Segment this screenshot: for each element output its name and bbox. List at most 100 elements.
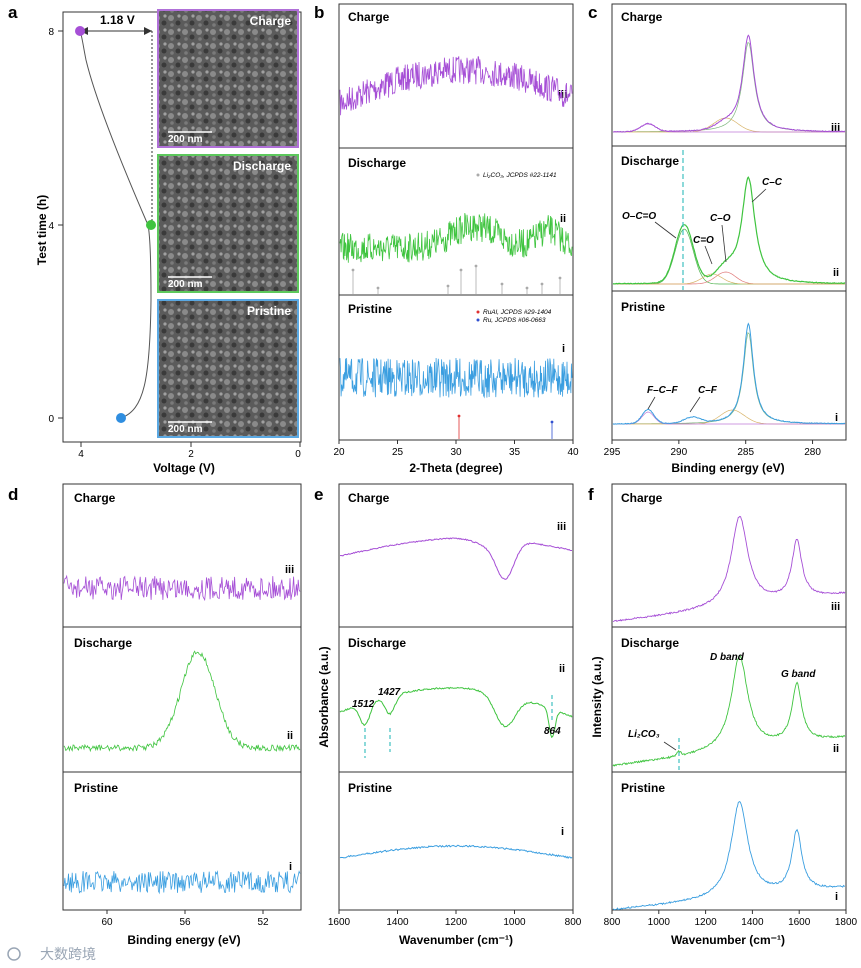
- fit-component-1: [613, 117, 845, 133]
- panel-e-discharge-title: Discharge: [348, 636, 406, 650]
- panel-f-tick-label-3: 1400: [741, 917, 764, 928]
- panel-b-tick-label-0: 20: [333, 447, 345, 458]
- fit-component-8: [613, 411, 845, 425]
- panel-b-roman-iii: iii: [558, 89, 567, 101]
- panel-a-label: a: [8, 3, 18, 22]
- ann-li2co3-arrow: [663, 741, 677, 751]
- ftir-discharge-series: [339, 686, 573, 739]
- xrd-discharge-series: [339, 213, 573, 263]
- ref-stick-marker-10: [550, 420, 554, 424]
- legend-li2co3: Li₂CO₃, JCPDS #22-1141: [483, 172, 557, 179]
- ref-stick-marker-0: [351, 268, 355, 272]
- panel-f-tick-label-0: 800: [604, 917, 621, 928]
- xps-li1s-discharge-series: [63, 650, 301, 753]
- ftir-pristine-series: [339, 844, 573, 859]
- ann-c-o: C–O: [710, 213, 731, 224]
- panel-c-discharge-title: Discharge: [621, 154, 679, 168]
- panel-d-roman-iii: iii: [285, 564, 294, 576]
- panel-f-ylabel: Intensity (a.u.): [590, 656, 604, 737]
- panel-e-tick-label-4: 800: [565, 917, 582, 928]
- panel-f-roman-ii: ii: [833, 743, 839, 755]
- panel-d-tick-label-2: 52: [257, 917, 269, 928]
- ref-stick-marker-4: [474, 264, 478, 268]
- gap-arrow-right: [144, 27, 152, 35]
- panel-c: c Charge Discharge Pristine iii ii i O–C…: [588, 3, 847, 475]
- legend-ru: Ru, JCPDS #06-0663: [483, 317, 546, 324]
- ref-stick-marker-3: [459, 268, 463, 272]
- fit-component-5: [613, 273, 845, 285]
- panel-c-tick-label-3: 280: [804, 447, 821, 458]
- ref-stick-marker-5: [500, 282, 504, 286]
- panel-e-ylabel: Absorbance (a.u.): [317, 646, 331, 747]
- xps-c1s-fit-components: [613, 41, 845, 425]
- pristine-point: [116, 413, 126, 423]
- ftir-charge-series: [339, 537, 572, 580]
- panel-f-tick-label-1: 1000: [648, 917, 671, 928]
- sem-pristine-label: Pristine: [247, 304, 291, 318]
- raman-discharge-series: [612, 654, 846, 767]
- fit-component-6: [613, 331, 845, 425]
- panel-d-xticks: 60 56 52: [101, 910, 269, 928]
- panel-b-discharge-title: Discharge: [348, 156, 406, 170]
- sem-pristine-scale: 200 nm: [168, 424, 203, 435]
- panel-b-tick-label-2: 30: [450, 447, 462, 458]
- panel-b-roman-ii: ii: [560, 213, 566, 225]
- ytick-label-4: 4: [48, 221, 54, 232]
- sem-charge-scale: 200 nm: [168, 134, 203, 145]
- panel-c-xticks: 295 290 285 280: [604, 440, 821, 458]
- ann-g-band: G band: [781, 669, 816, 680]
- panel-c-charge-title: Charge: [621, 10, 663, 24]
- xtick-label-0: 0: [295, 449, 301, 460]
- ann-f-c-f: F–C–F: [647, 385, 678, 396]
- panel-a-xlabel: Voltage (V): [153, 461, 215, 475]
- xps-c1s-pristine-series: [612, 322, 846, 425]
- ann-c-o-arrow: [721, 224, 727, 263]
- ann-li2co3: Li₂CO₃: [628, 729, 660, 740]
- panel-c-tick-label-2: 285: [737, 447, 754, 458]
- panel-d-tick-label-1: 56: [179, 917, 191, 928]
- panel-c-roman-i: i: [835, 412, 838, 424]
- panel-d-roman-i: i: [289, 861, 292, 873]
- panel-b-tick-label-1: 25: [392, 447, 404, 458]
- sem-discharge-scale: 200 nm: [168, 279, 203, 290]
- panel-e-charge-title: Charge: [348, 491, 390, 505]
- panel-b-xticks: 20 25 30 35 40: [333, 440, 579, 458]
- panel-b-roman-i: i: [562, 343, 565, 355]
- panel-f-discharge-title: Discharge: [621, 636, 679, 650]
- ann-c-c-arrow: [751, 188, 767, 203]
- panel-c-pristine-title: Pristine: [621, 300, 665, 314]
- panel-f-frame: [611, 483, 847, 911]
- panel-e-roman-i: i: [561, 826, 564, 838]
- panel-e-roman-ii: ii: [559, 663, 565, 675]
- panel-d: d Charge Discharge Pristine iii ii i 60 5…: [8, 483, 302, 947]
- panel-f-xticks: 800 1000 1200 1400 1600 1800: [604, 910, 858, 928]
- panel-d-pristine-title: Pristine: [74, 781, 118, 795]
- legend-li2co3-marker: [476, 173, 480, 177]
- xps-c1s-discharge-series: [612, 176, 846, 285]
- sem-discharge-label: Discharge: [233, 159, 291, 173]
- ann-c-f-arrow: [689, 396, 701, 413]
- xtick-label-4: 4: [78, 449, 84, 460]
- ann-1427: 1427: [378, 687, 401, 698]
- panel-b: b Charge Discharge Pristine iii ii i Li₂…: [314, 3, 579, 475]
- ann-1512: 1512: [352, 699, 375, 710]
- panel-f-tick-label-2: 1200: [694, 917, 717, 928]
- ref-stick-marker-1: [376, 286, 380, 290]
- panel-e-pristine-title: Pristine: [348, 781, 392, 795]
- watermark-text: 大数跨境: [40, 946, 96, 962]
- voltage-gap-label: 1.18 V: [100, 13, 135, 27]
- panel-c-roman-iii: iii: [831, 122, 840, 134]
- panel-d-charge-title: Charge: [74, 491, 116, 505]
- ann-c-f: C–F: [698, 385, 718, 396]
- panel-b-tick-label-4: 40: [567, 447, 579, 458]
- legend-rual: RuAl, JCPDS #29-1404: [483, 309, 552, 316]
- sem-image-pristine: Pristine 200 nm: [157, 299, 299, 438]
- ann-c-dbl-o-arrow: [704, 245, 713, 265]
- panel-f-tick-label-5: 1800: [835, 917, 858, 928]
- panel-e-tick-label-2: 1200: [445, 917, 468, 928]
- ref-stick-marker-6: [525, 286, 529, 290]
- legend-rual-marker: [476, 310, 480, 314]
- ref-stick-marker-2: [446, 284, 450, 288]
- panel-e: e Charge Discharge Pristine iii ii i 151…: [314, 483, 582, 947]
